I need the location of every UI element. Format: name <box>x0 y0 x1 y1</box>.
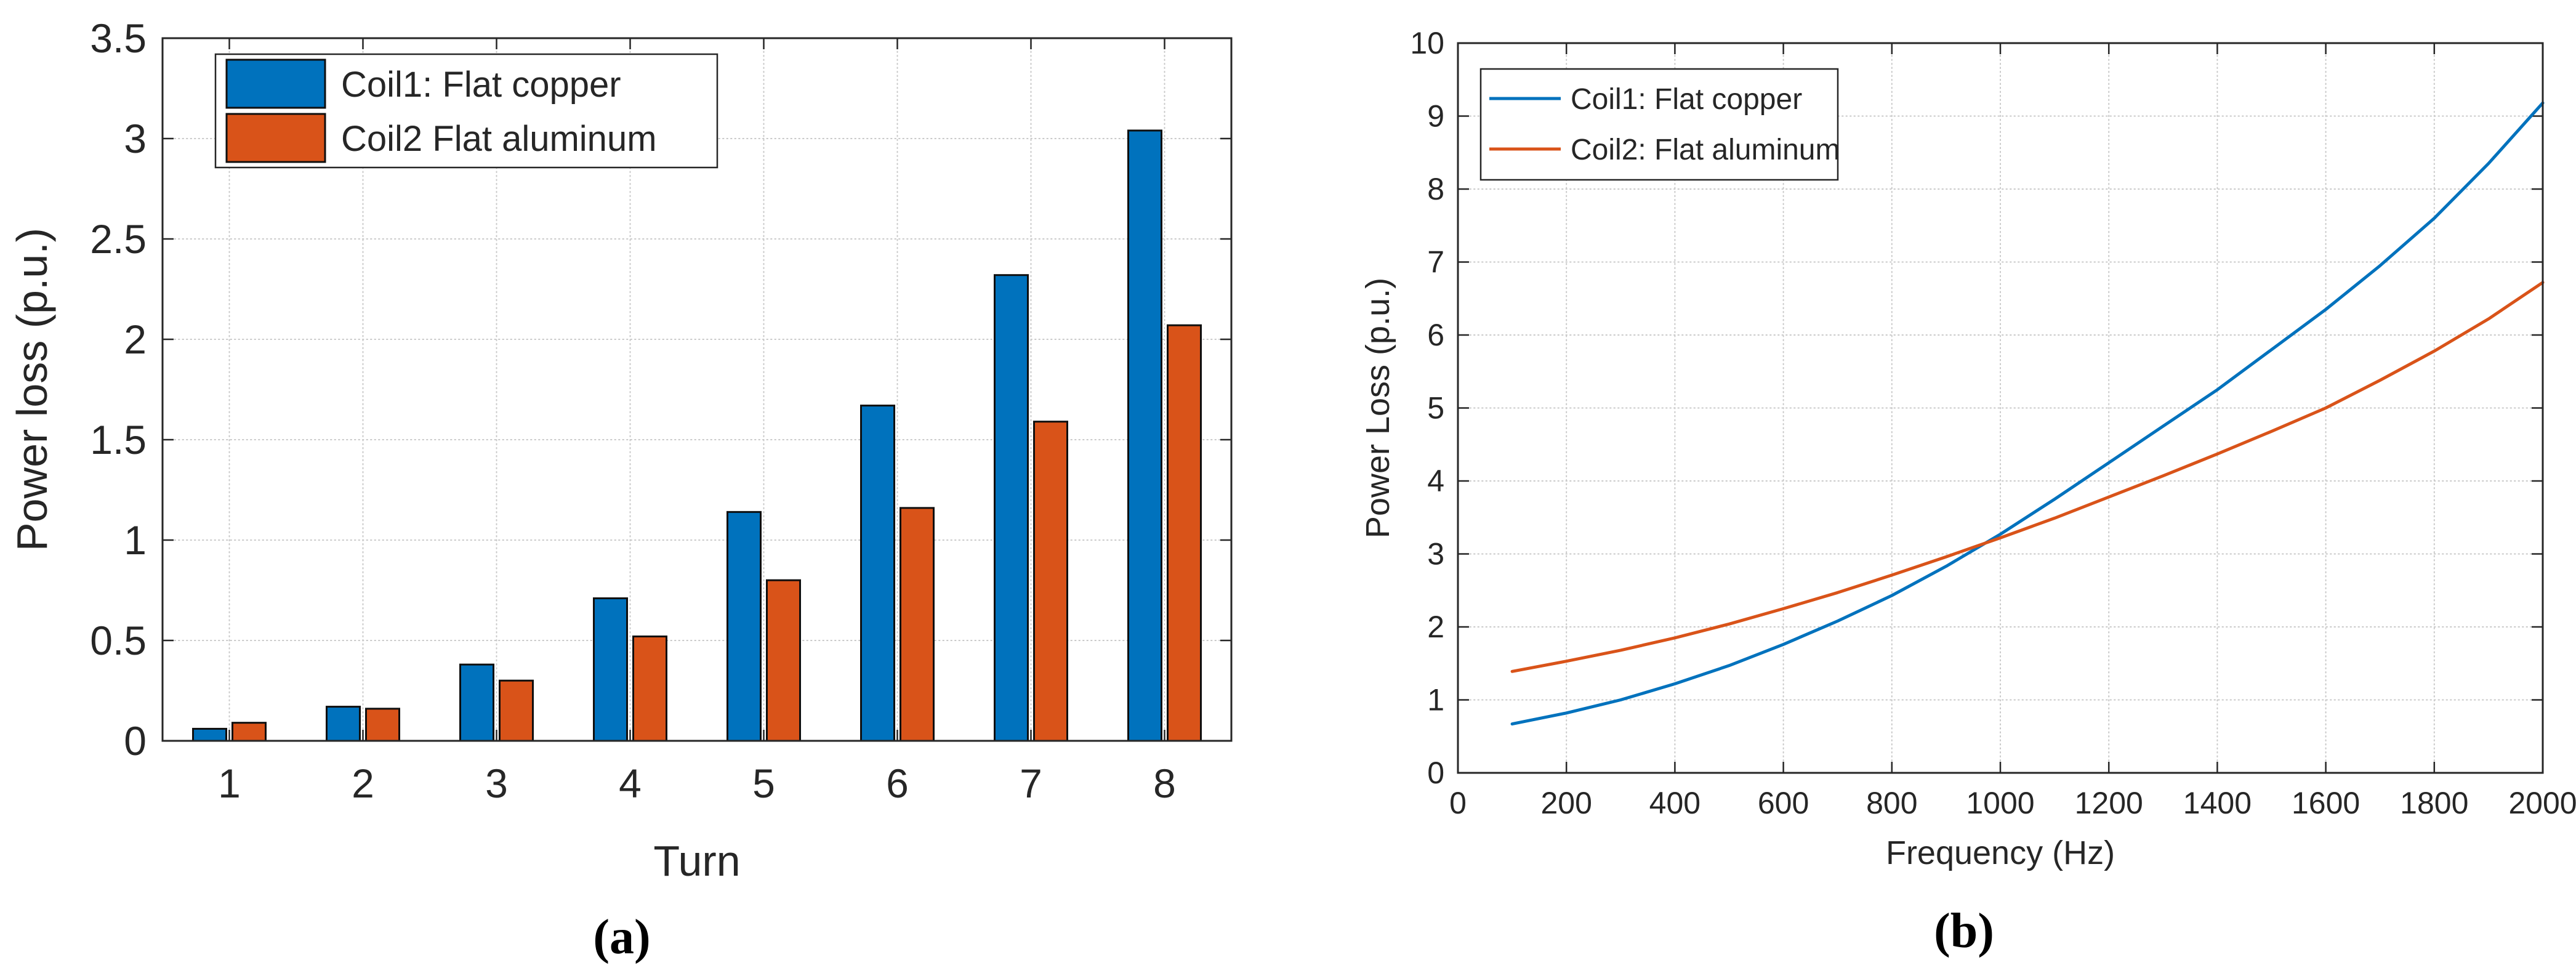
bar-coil2-turn-2 <box>365 708 400 742</box>
x-tick-label: 2 <box>352 761 374 806</box>
curve-coil2 <box>1510 281 2545 673</box>
bar-coil1-turn-8 <box>1127 129 1162 742</box>
y-tick-label: 9 <box>1427 99 1444 134</box>
x-tick-label: 5 <box>752 761 775 806</box>
x-tick-label: 1600 <box>2292 786 2360 820</box>
y-tick-label: 3.5 <box>90 15 147 61</box>
caption-b: (b) <box>1934 904 1994 958</box>
x-axis-label: Frequency (Hz) <box>1886 834 2115 871</box>
bar-coil2-turn-6 <box>900 507 935 742</box>
curve-coil1 <box>1510 101 2545 726</box>
x-axis-label: Turn <box>653 837 740 885</box>
legend-swatch-coil1 <box>225 59 326 109</box>
y-tick-label: 6 <box>1427 318 1444 352</box>
y-tick-label: 2 <box>124 317 147 362</box>
legend-label: Coil2: Flat aluminum <box>1571 134 1840 166</box>
y-tick-label: 5 <box>1427 391 1444 426</box>
bar-coil2-turn-1 <box>231 722 267 742</box>
bar-coil2-turn-8 <box>1167 324 1202 742</box>
y-tick-label: 3 <box>1427 537 1444 571</box>
x-tick-label: 0 <box>1449 786 1467 820</box>
bar-coil1-turn-7 <box>994 274 1029 742</box>
y-tick-label: 2 <box>1427 610 1444 644</box>
legend-label: Coil1: Flat copper <box>1571 83 1802 116</box>
bar-chart-a: 0 0.5 1 1.5 2 2.5 3 3.5 1 2 3 4 5 6 7 8 Turn Power loss (… <box>8 15 1233 885</box>
legend-box <box>1479 68 1839 181</box>
x-tick-label: 1200 <box>2075 786 2143 820</box>
y-tick-label: 7 <box>1427 245 1444 280</box>
x-tick-label: 2000 <box>2508 786 2576 820</box>
axes-box <box>161 37 1233 742</box>
x-tick-label: 7 <box>1020 761 1042 806</box>
y-tick-label: 0 <box>1427 756 1444 790</box>
bar-coil1-turn-4 <box>593 597 628 742</box>
y-tick-label: 4 <box>1427 464 1444 498</box>
x-tick-label: 600 <box>1758 786 1809 820</box>
bar-coil1-turn-5 <box>727 511 762 742</box>
axes-box <box>1457 42 2544 774</box>
legend-label: Coil2 Flat aluminum <box>341 119 657 159</box>
bar-coil2-turn-3 <box>499 679 534 742</box>
subfigure-b: 0 1 2 3 4 5 6 7 8 9 10 0 200 400 600 800 1000 1200 1400 160… <box>1287 0 2576 973</box>
y-tick-label: 1.5 <box>90 417 147 462</box>
bar-coil1-turn-1 <box>192 727 227 742</box>
line-chart-b: 0 1 2 3 4 5 6 7 8 9 10 0 200 400 600 800 1000 1200 1400 160… <box>1359 26 2576 871</box>
x-tick-label: 1 <box>218 761 241 806</box>
x-tick-label: 1800 <box>2400 786 2468 820</box>
bar-coil1-turn-3 <box>459 663 494 742</box>
y-tick-label: 1 <box>124 517 147 563</box>
y-tick-label: 2.5 <box>90 216 147 262</box>
x-tick-label: 400 <box>1649 786 1701 820</box>
x-tick-label: 6 <box>886 761 909 806</box>
y-tick-label: 0.5 <box>90 618 147 663</box>
legend-label: Coil1: Flat copper <box>341 65 621 105</box>
x-tick-label: 1400 <box>2183 786 2252 820</box>
bar-coil2-turn-5 <box>766 579 801 742</box>
bar-coil1-turn-2 <box>326 706 361 742</box>
bar-coil1-turn-6 <box>860 405 895 742</box>
bar-coil2-turn-4 <box>632 635 667 742</box>
subfigure-a: 0 0.5 1 1.5 2 2.5 3 3.5 1 2 3 4 5 6 7 8 Turn Power loss (… <box>0 0 1287 973</box>
x-tick-label: 8 <box>1153 761 1176 806</box>
y-axis-label: Power Loss (p.u.) <box>1359 278 1396 538</box>
y-axis-label: Power loss (p.u.) <box>8 228 56 551</box>
y-tick-label: 1 <box>1427 683 1444 717</box>
caption-a: (a) <box>593 910 651 964</box>
y-tick-label: 3 <box>124 116 147 161</box>
x-tick-label: 4 <box>619 761 642 806</box>
x-tick-label: 200 <box>1540 786 1592 820</box>
bar-coil2-turn-7 <box>1033 421 1068 742</box>
y-tick-label: 0 <box>124 718 147 764</box>
x-tick-label: 800 <box>1866 786 1917 820</box>
x-tick-label: 3 <box>485 761 508 806</box>
legend-swatch-coil2 <box>225 113 326 163</box>
y-tick-label: 8 <box>1427 172 1444 206</box>
y-tick-label: 10 <box>1410 26 1444 60</box>
x-tick-label: 1000 <box>1966 786 2034 820</box>
